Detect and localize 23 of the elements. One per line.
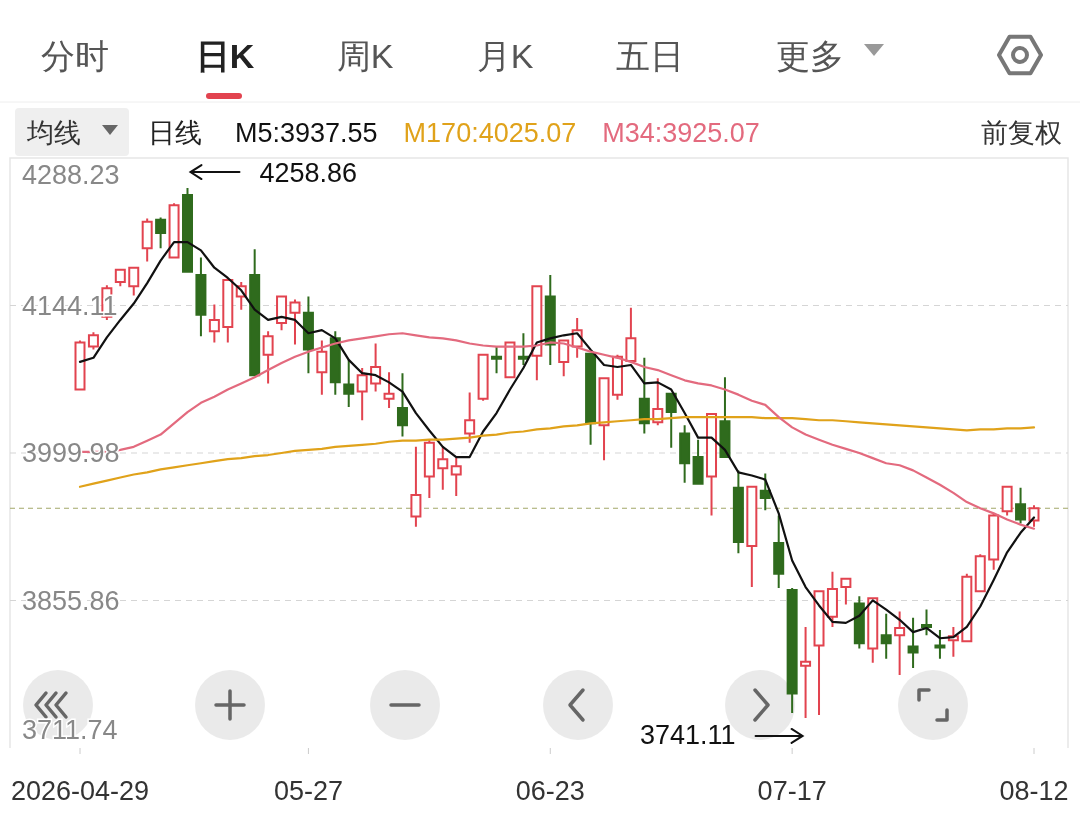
text: 日K: [195, 37, 255, 75]
y-tick-label: 3711.74: [22, 714, 118, 745]
annotation: 4258.86: [259, 158, 358, 189]
text: 前复权: [981, 118, 1062, 148]
x-tick-label: 06-23: [515, 776, 585, 806]
x-tick-label: 08-12: [999, 776, 1069, 806]
y-tick-label: 3999.98: [22, 438, 120, 469]
text: 更多: [776, 37, 844, 75]
x-tick-label: 05-27: [273, 776, 343, 806]
text: M170:4025.07: [403, 118, 577, 148]
text: M5:3937.55: [235, 118, 378, 148]
text: 日线: [148, 118, 202, 148]
text: 月K: [476, 37, 534, 75]
text: 均线: [26, 118, 81, 148]
annotation: 3741.11: [639, 719, 736, 750]
text: M34:3925.07: [602, 118, 760, 148]
text: 周K: [336, 37, 394, 75]
text: 五日: [616, 37, 684, 75]
text: 分时: [41, 37, 109, 75]
y-tick-label: 3855.86: [22, 585, 120, 616]
x-tick-label: 07-17: [757, 776, 827, 806]
y-tick-label: 4288.23: [22, 159, 120, 190]
x-tick-label: 2026-04-29: [10, 776, 150, 806]
